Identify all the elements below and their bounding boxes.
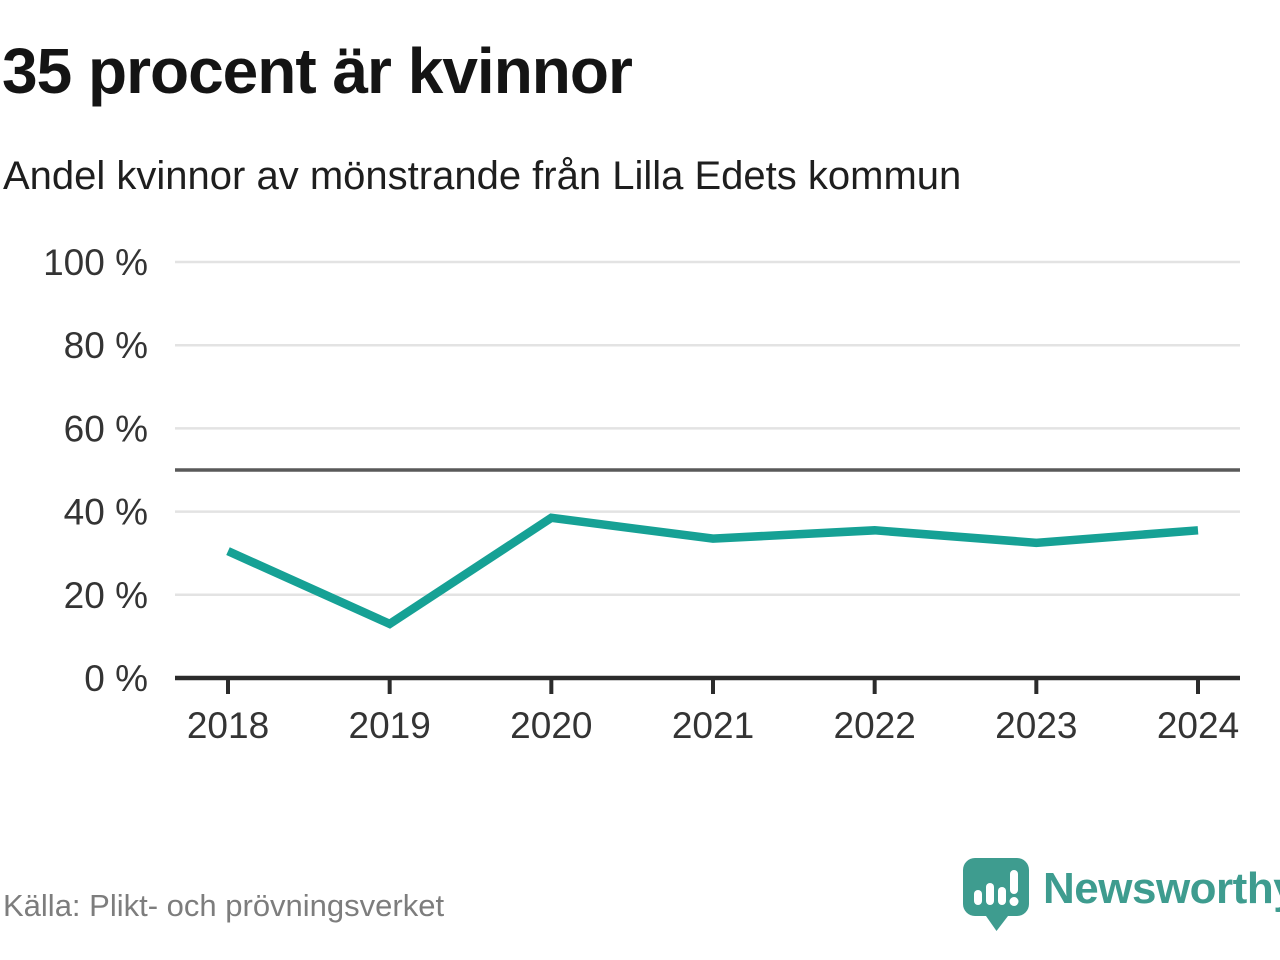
y-axis-label-20: 20 % xyxy=(64,575,148,616)
newsworthy-wordmark: Newsworthy xyxy=(1043,864,1280,913)
y-axis-label-80: 80 % xyxy=(64,325,148,366)
newsworthy-logo: Newsworthy xyxy=(963,858,1280,932)
chart-title: 35 procent är kvinnor xyxy=(2,35,633,107)
x-axis-label-2021: 2021 xyxy=(672,705,754,746)
y-axis-label-0: 0 % xyxy=(84,658,148,699)
chart-subtitle: Andel kvinnor av mönstrande från Lilla E… xyxy=(3,154,962,198)
x-axis-label-2024: 2024 xyxy=(1157,705,1239,746)
x-axis-label-2023: 2023 xyxy=(995,705,1077,746)
newsworthy-logo-icon xyxy=(963,858,1029,931)
y-axis-label-100: 100 % xyxy=(43,242,148,283)
source-note: Källa: Plikt- och prövningsverket xyxy=(3,888,445,923)
x-axis-label-2020: 2020 xyxy=(510,705,592,746)
x-axis-label-2018: 2018 xyxy=(187,705,269,746)
x-axis-label-2019: 2019 xyxy=(349,705,431,746)
data-line-andel-kvinnor-av-m-nstrande xyxy=(226,513,1199,629)
x-axis-label-2022: 2022 xyxy=(834,705,916,746)
y-axis-label-60: 60 % xyxy=(64,408,148,449)
y-axis-label-40: 40 % xyxy=(64,492,148,533)
